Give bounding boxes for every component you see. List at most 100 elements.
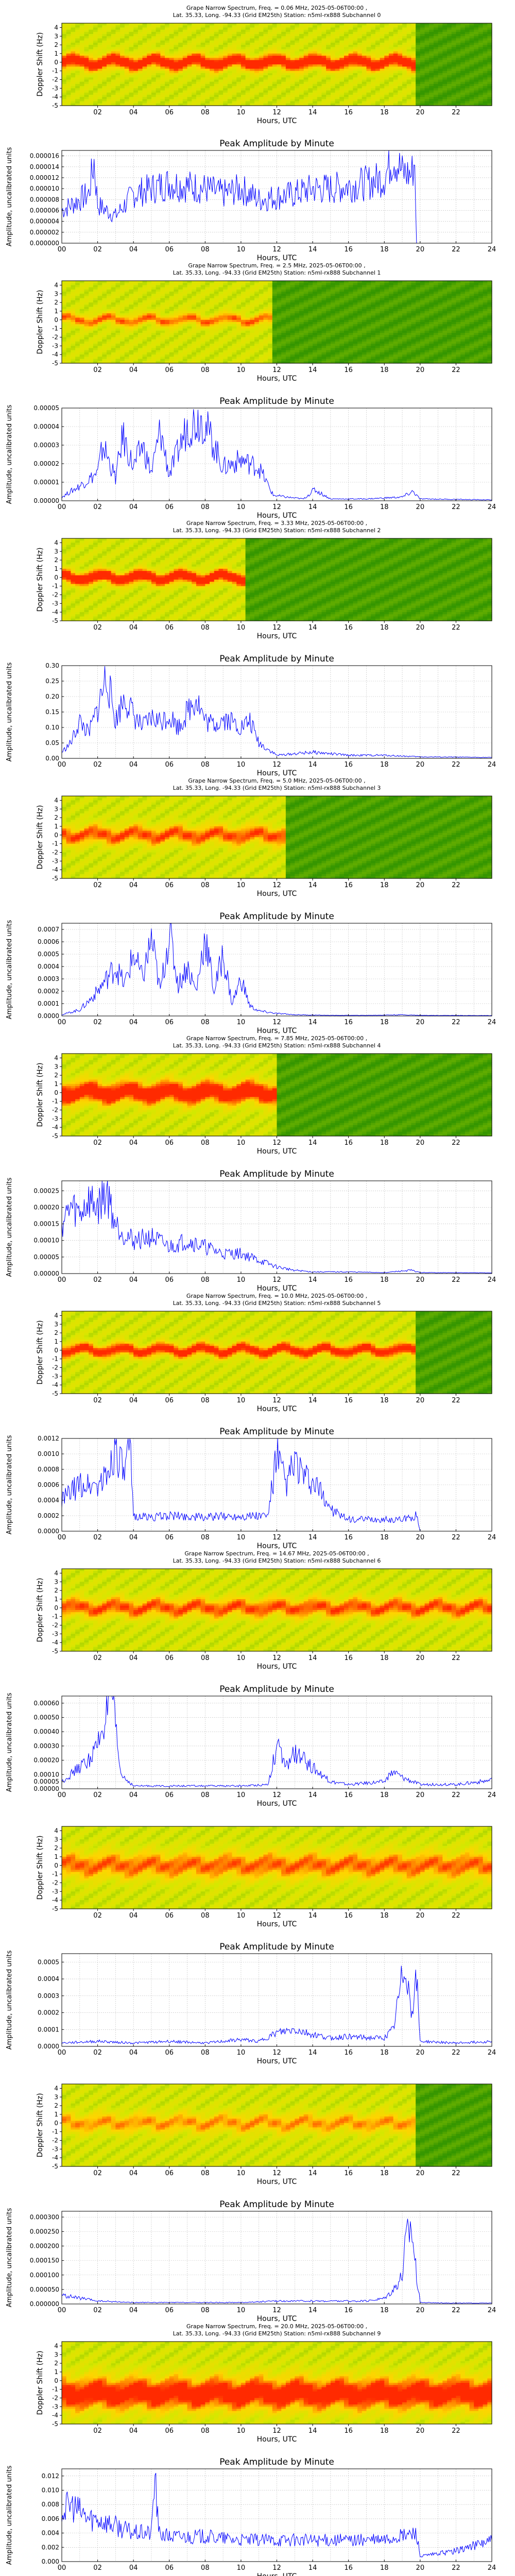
spectrum-cell: [102, 60, 107, 63]
spectrum-cell: [250, 77, 254, 80]
spectrum-cell: [111, 47, 116, 49]
spectrum-cell: [259, 66, 264, 69]
spectrum-cell: [317, 41, 322, 43]
spectrum-cell: [169, 71, 174, 74]
spectrum-cell: [326, 54, 331, 56]
spectrum-cell: [272, 93, 277, 95]
spectrum-cell: [263, 52, 268, 54]
spectrum-cell: [98, 95, 102, 97]
spectrum-cell: [165, 32, 169, 35]
spectrum-cell: [125, 88, 129, 91]
spectrum-cell: [317, 30, 322, 32]
spectrum-cell: [210, 23, 214, 26]
spectrum-cell: [80, 77, 84, 80]
spectrum-cell: [228, 23, 232, 26]
spectrum-cell: [317, 84, 322, 87]
spectrum-cell: [102, 49, 107, 52]
spectrum-cell: [201, 77, 205, 80]
spectrum-cell: [147, 75, 151, 78]
spectrum-cell: [277, 41, 282, 43]
spectrum-cell: [232, 71, 237, 74]
spectrum-cell: [174, 97, 178, 99]
spectrum-cell: [151, 73, 156, 76]
spectrum-cell: [272, 97, 277, 99]
spectrum-cell: [236, 30, 241, 32]
spectrum-cell: [201, 75, 205, 78]
spectrum-cell: [66, 36, 71, 39]
spectrum-cell: [196, 101, 201, 104]
spectrum-cell: [174, 88, 178, 91]
spectrum-cell: [115, 64, 120, 67]
spectrum-cell: [236, 43, 241, 45]
spectrum-cell: [174, 79, 178, 82]
spectrum-cell: [250, 49, 254, 52]
spectrum-cell: [263, 23, 268, 26]
spectrum-cell: [290, 25, 295, 28]
spectrum-cell: [174, 27, 178, 30]
spectrum-cell: [210, 38, 214, 41]
spectrum-cell: [272, 32, 277, 35]
spectrum-cell: [89, 97, 93, 99]
spectrum-cell: [321, 49, 326, 52]
spectrum-cell: [129, 62, 133, 65]
spectrum-cell: [272, 69, 277, 71]
spectrum-cell: [125, 95, 129, 97]
spectrum-cell: [102, 47, 107, 49]
spectrum-cell: [165, 23, 169, 26]
spectrum-cell: [133, 73, 138, 76]
spectrum-cell: [236, 97, 241, 99]
spectrum-cell: [286, 69, 290, 71]
spectrum-cell: [218, 62, 223, 65]
spectrum-cell: [308, 32, 313, 35]
spectrum-cell: [66, 88, 71, 91]
spectrum-cell: [129, 25, 133, 28]
spectrum-cell: [246, 73, 250, 76]
spectrum-cell: [228, 36, 232, 39]
spectrum-cell: [286, 23, 290, 26]
spectrum-cell: [75, 64, 80, 67]
spectrum-cell: [89, 73, 93, 76]
spectrum-cell: [147, 49, 151, 52]
spectrum-cell: [75, 69, 80, 71]
spectrum-cell: [147, 66, 151, 69]
spectrum-cell: [187, 30, 192, 32]
spectrum-cell: [89, 79, 93, 82]
spectrum-cell: [259, 69, 264, 71]
spectrum-cell: [326, 77, 331, 80]
spectrum-cell: [66, 52, 71, 54]
spectrum-cell: [246, 27, 250, 30]
spectrum-cell: [205, 99, 210, 101]
spectrum-cell: [299, 52, 304, 54]
spectrum-cell: [125, 27, 129, 30]
spectrum-cell: [321, 69, 326, 71]
spectrum-cell: [102, 84, 107, 87]
spectrum-cell: [129, 32, 133, 35]
spectrum-cell: [183, 54, 187, 56]
spectrum-cell: [254, 95, 259, 97]
spectrum-cell: [133, 88, 138, 91]
spectrum-cell: [156, 45, 161, 47]
spectrum-cell: [107, 43, 111, 45]
spectrum-cell: [160, 25, 165, 28]
spectrum-cell: [290, 58, 295, 60]
spectrum-cell: [218, 49, 223, 52]
spectrum-cell: [160, 58, 165, 60]
spectrum-cell: [187, 25, 192, 28]
spectrum-cell: [313, 86, 317, 89]
spectrum-cell: [218, 77, 223, 80]
spectrum-cell: [165, 82, 169, 84]
spectrum-cell: [160, 95, 165, 97]
spectrum-cell: [84, 60, 89, 63]
spectrum-cell: [331, 41, 335, 43]
spectrum-cell: [115, 84, 120, 87]
spectrum-cell: [98, 66, 102, 69]
spectrum-cell: [201, 56, 205, 58]
spectrum-cell: [326, 71, 331, 74]
spectrum-cell: [205, 69, 210, 71]
spectrum-cell: [263, 66, 268, 69]
spectrum-cell: [205, 66, 210, 69]
spectrum-cell: [223, 25, 228, 28]
spectrum-cell: [115, 73, 120, 76]
spectrum-cell: [335, 75, 340, 78]
spectrum-cell: [133, 58, 138, 60]
